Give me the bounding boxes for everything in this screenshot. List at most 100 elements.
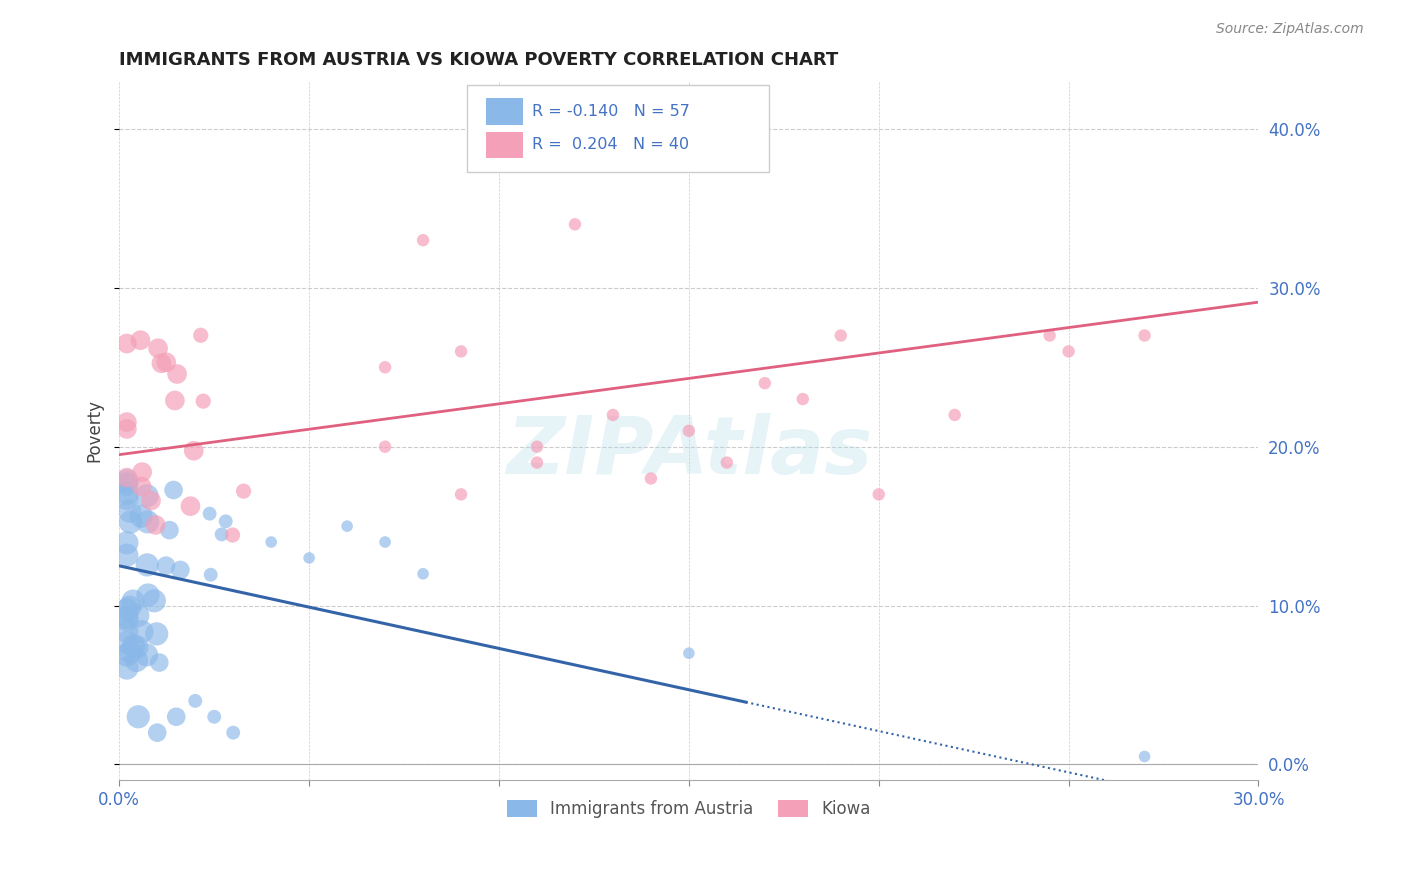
Point — [943, 408, 966, 422]
Point — [374, 440, 396, 454]
Point — [184, 694, 207, 708]
Text: R =  0.204   N = 40: R = 0.204 N = 40 — [531, 137, 689, 153]
Point — [115, 624, 138, 639]
Point — [127, 608, 149, 623]
Text: IMMIGRANTS FROM AUSTRIA VS KIOWA POVERTY CORRELATION CHART: IMMIGRANTS FROM AUSTRIA VS KIOWA POVERTY… — [120, 51, 838, 69]
Bar — [486, 132, 523, 158]
Point — [115, 536, 138, 550]
Point — [136, 588, 159, 602]
Point — [125, 653, 148, 667]
Point — [450, 344, 472, 359]
Point — [136, 489, 159, 503]
Point — [129, 509, 152, 524]
Text: R = -0.140   N = 57: R = -0.140 N = 57 — [531, 103, 689, 119]
Point — [115, 635, 138, 649]
Point — [221, 528, 243, 542]
Point — [412, 233, 434, 247]
Point — [232, 484, 254, 499]
Point — [374, 360, 396, 375]
Point — [868, 487, 890, 501]
Point — [526, 456, 548, 470]
Point — [169, 563, 191, 577]
Point — [129, 333, 152, 347]
Point — [179, 499, 201, 513]
Point — [150, 356, 173, 370]
Point — [1133, 328, 1156, 343]
Point — [183, 443, 205, 458]
Point — [162, 483, 184, 497]
Point — [125, 640, 148, 654]
Point — [120, 515, 142, 529]
Point — [122, 594, 145, 608]
Point — [115, 491, 138, 506]
Point — [602, 408, 624, 422]
Bar — [486, 98, 523, 125]
Point — [146, 725, 169, 739]
Point — [202, 710, 225, 724]
Point — [450, 487, 472, 501]
Point — [131, 465, 153, 479]
Point — [1133, 749, 1156, 764]
Point — [198, 507, 221, 521]
Point — [143, 594, 166, 608]
Point — [215, 514, 238, 528]
Point — [115, 548, 138, 562]
Point — [754, 376, 776, 391]
Point — [148, 656, 170, 670]
Point — [139, 493, 162, 508]
Point — [120, 645, 142, 659]
Point — [146, 341, 169, 355]
Point — [135, 648, 157, 662]
Point — [136, 515, 159, 529]
Point — [526, 440, 548, 454]
Point — [211, 527, 233, 541]
Point — [127, 710, 149, 724]
Point — [155, 558, 177, 573]
Point — [336, 519, 359, 533]
Point — [145, 627, 167, 641]
Point — [190, 328, 212, 343]
Text: ZIPAtlas: ZIPAtlas — [506, 413, 872, 491]
Point — [716, 456, 738, 470]
Point — [678, 646, 700, 660]
Point — [115, 610, 138, 624]
Point — [115, 422, 138, 436]
Point — [678, 424, 700, 438]
Point — [830, 328, 852, 343]
Point — [136, 558, 159, 572]
Point — [165, 710, 187, 724]
Point — [564, 217, 586, 231]
Point — [115, 336, 138, 351]
Legend: Immigrants from Austria, Kiowa: Immigrants from Austria, Kiowa — [501, 793, 877, 824]
Point — [145, 517, 167, 532]
Point — [115, 470, 138, 484]
Point — [640, 471, 662, 485]
Point — [131, 479, 153, 493]
Point — [115, 474, 138, 488]
Point — [260, 535, 283, 549]
Point — [131, 624, 153, 639]
Point — [200, 567, 222, 582]
FancyBboxPatch shape — [467, 85, 769, 172]
Point — [115, 613, 138, 627]
Point — [122, 639, 145, 653]
Point — [374, 535, 396, 549]
Y-axis label: Poverty: Poverty — [86, 400, 103, 462]
Point — [298, 550, 321, 565]
Point — [792, 392, 814, 406]
Point — [155, 355, 177, 369]
Point — [1057, 344, 1080, 359]
Point — [166, 367, 188, 381]
Point — [1039, 328, 1062, 343]
Text: Source: ZipAtlas.com: Source: ZipAtlas.com — [1216, 22, 1364, 37]
Point — [115, 415, 138, 429]
Point — [115, 486, 138, 500]
Point — [115, 603, 138, 617]
Point — [115, 477, 138, 491]
Point — [118, 600, 141, 615]
Point — [118, 504, 141, 518]
Point — [115, 661, 138, 675]
Point — [159, 523, 181, 537]
Point — [115, 648, 138, 662]
Point — [193, 394, 215, 409]
